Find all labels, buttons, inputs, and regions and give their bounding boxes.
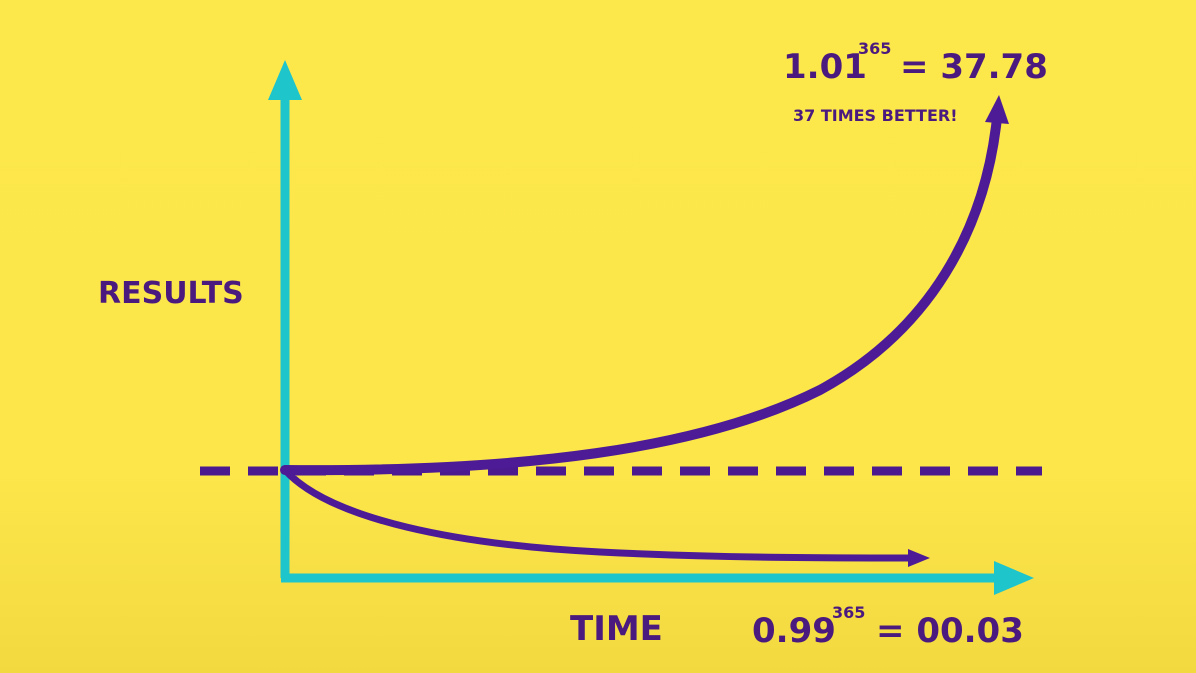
formula-base: 1.01 <box>783 47 867 87</box>
formula-base: 0.99 <box>752 611 836 651</box>
growth-curve <box>280 113 1002 476</box>
formula-exponent: 365 <box>832 603 865 622</box>
formula-exponent: 365 <box>858 39 891 58</box>
decline-arrow <box>908 549 930 567</box>
y-axis-arrow <box>268 60 302 100</box>
formula-note: 37 TIMES BETTER! <box>793 106 958 125</box>
formula-result: = 37.78 <box>900 47 1048 87</box>
growth-arrow <box>985 95 1009 124</box>
formula-result: = 00.03 <box>876 611 1024 651</box>
x-axis-arrow <box>994 561 1034 595</box>
x-axis-label: TIME <box>570 609 663 649</box>
decline-curve <box>281 466 914 562</box>
y-axis-label: RESULTS <box>98 276 244 311</box>
